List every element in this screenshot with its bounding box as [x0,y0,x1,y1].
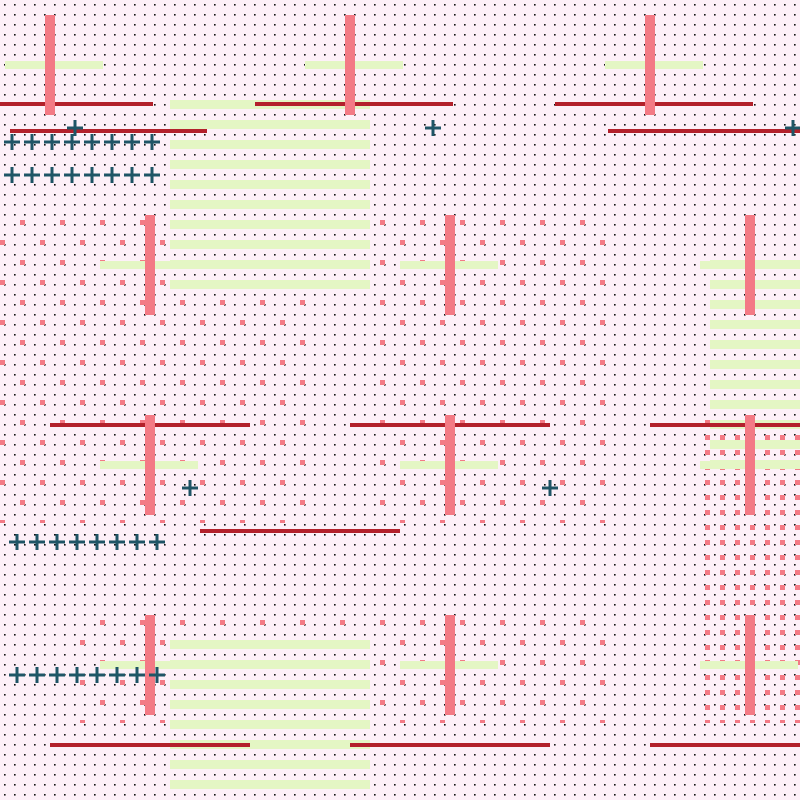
pink-bar [145,415,155,515]
cross [95,667,99,683]
red-line [0,102,153,106]
pink-bar [445,415,455,515]
cross [130,167,134,183]
cross [431,120,435,136]
cross [110,134,114,150]
cross [130,134,134,150]
cross [73,120,77,136]
cross [155,667,159,683]
cross [115,534,119,550]
red-line [650,743,800,747]
cross [50,134,54,150]
cross [75,534,79,550]
cross [135,667,139,683]
cross [50,167,54,183]
cross [75,667,79,683]
cross [10,134,14,150]
cross [30,167,34,183]
cross [150,167,154,183]
cross [90,167,94,183]
cross [70,167,74,183]
cross [150,134,154,150]
pink-bar [745,415,755,515]
red-line [50,743,250,747]
red-line [10,129,207,133]
pink-bar [145,215,155,315]
cross [10,167,14,183]
pink-dots [380,213,620,523]
pink-bar [345,15,355,115]
cross [30,134,34,150]
green-stripes [170,640,370,790]
cross [90,134,94,150]
pink-bar [445,615,455,715]
cross [15,667,19,683]
red-line [650,423,800,427]
pink-bar [645,15,655,115]
red-line [350,743,550,747]
pink-bar [445,215,455,315]
cross [155,534,159,550]
cross [791,120,795,136]
red-line [200,529,400,533]
cross [35,667,39,683]
cross [95,534,99,550]
red-line [608,129,800,133]
cross [188,480,192,496]
cross [115,667,119,683]
pink-bar [45,15,55,115]
cross [110,167,114,183]
cross [70,134,74,150]
cross [548,480,552,496]
pink-bar [145,615,155,715]
cross [15,534,19,550]
cross [135,534,139,550]
cross [55,667,59,683]
cross [55,534,59,550]
pink-bar [745,215,755,315]
green-stripes [170,100,370,290]
pink-bar [745,615,755,715]
cross [35,534,39,550]
